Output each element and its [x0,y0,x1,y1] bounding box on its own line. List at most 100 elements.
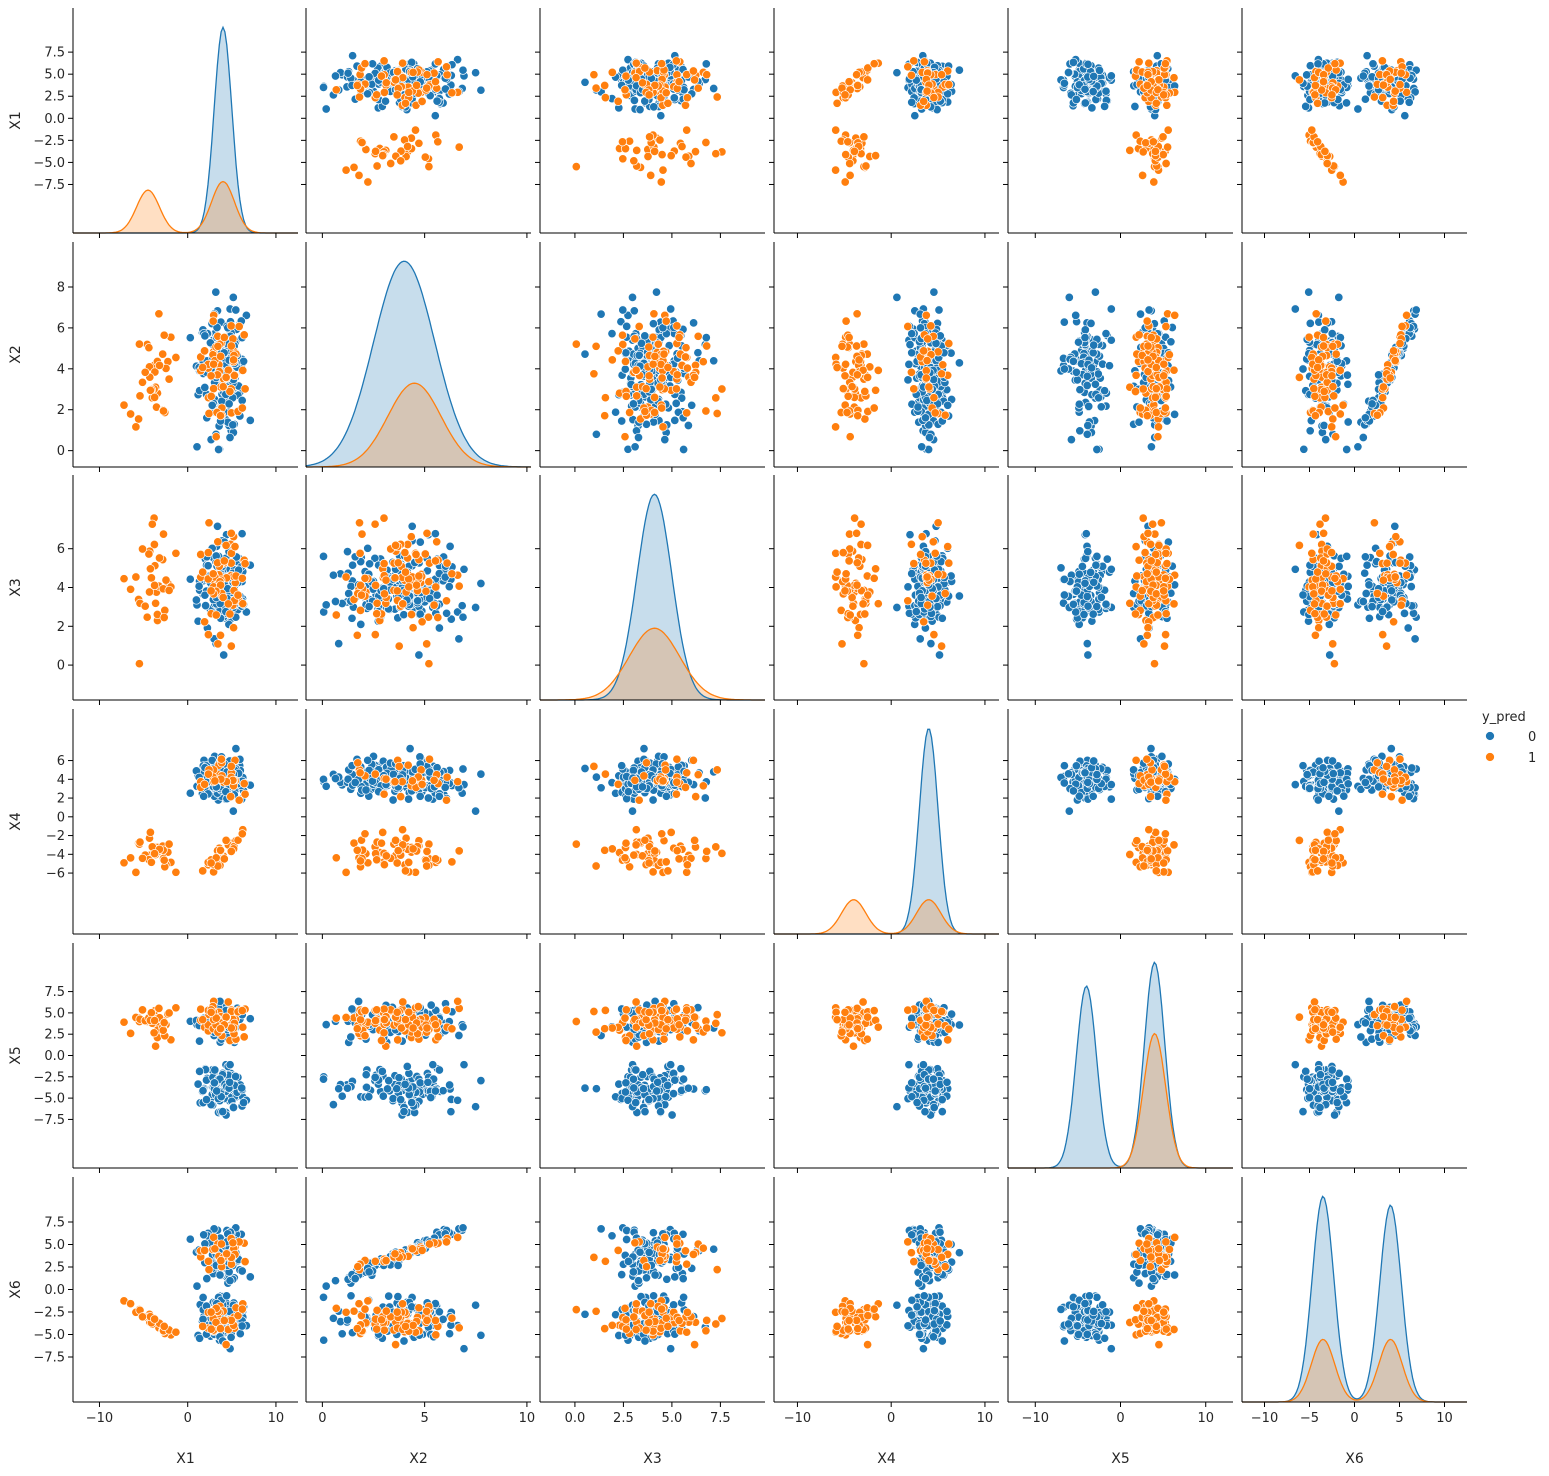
point-hue-1 [590,370,598,378]
point-hue-1 [231,542,239,550]
point-hue-1 [448,570,456,578]
point-hue-1 [1320,387,1328,395]
point-hue-1 [227,322,235,330]
point-hue-1 [1389,550,1397,558]
point-hue-0 [1153,52,1161,60]
point-hue-1 [1311,392,1319,400]
point-hue-1 [645,91,653,99]
point-hue-1 [1143,317,1151,325]
point-hue-1 [165,586,173,594]
point-hue-1 [934,570,942,578]
point-hue-1 [852,529,860,537]
panel-X3-vs-X6 [1237,475,1467,705]
point-hue-1 [683,364,691,372]
point-hue-0 [944,401,952,409]
point-hue-0 [416,538,424,546]
point-hue-1 [855,624,863,632]
point-hue-0 [433,97,441,105]
point-hue-1 [1143,570,1151,578]
point-hue-1 [1392,533,1400,541]
point-hue-0 [918,443,926,451]
y-tick-label: −7.5 [33,178,65,193]
point-hue-0 [1102,329,1110,337]
point-hue-0 [904,583,912,591]
point-hue-1 [683,409,691,417]
point-hue-0 [1368,602,1376,610]
point-hue-1 [923,87,931,95]
point-hue-0 [1069,58,1077,66]
point-hue-0 [322,105,330,113]
point-hue-0 [921,414,929,422]
point-hue-0 [1057,564,1065,572]
point-hue-1 [689,67,697,75]
y-tick-label: 0 [57,444,65,459]
point-hue-1 [1139,385,1147,393]
point-hue-0 [471,69,479,77]
point-hue-1 [854,81,862,89]
point-hue-1 [239,366,247,374]
point-hue-1 [673,322,681,330]
point-hue-1 [924,335,932,343]
point-hue-1 [421,153,429,161]
point-hue-0 [1091,288,1099,296]
point-hue-1 [870,574,878,582]
point-hue-1 [683,126,691,134]
point-hue-0 [433,591,441,599]
point-hue-1 [833,363,841,371]
point-hue-1 [832,549,840,557]
point-hue-1 [159,530,167,538]
point-hue-0 [1343,445,1351,453]
point-hue-1 [839,548,847,556]
point-hue-1 [120,401,128,409]
point-hue-1 [1135,331,1143,339]
point-hue-1 [425,660,433,668]
point-hue-0 [893,603,901,611]
point-hue-1 [1386,75,1394,83]
point-hue-1 [165,375,173,383]
point-hue-0 [1084,547,1092,555]
point-hue-1 [651,352,659,360]
point-hue-1 [619,155,627,163]
point-hue-1 [1152,384,1160,392]
point-hue-0 [925,433,933,441]
point-hue-1 [857,520,865,528]
point-hue-1 [832,126,840,134]
point-hue-1 [1144,356,1152,364]
point-hue-1 [241,559,249,567]
point-hue-0 [930,288,938,296]
point-hue-1 [1133,572,1141,580]
point-hue-0 [348,614,356,622]
point-hue-0 [1344,582,1352,590]
point-hue-1 [931,549,939,557]
point-hue-1 [945,559,953,567]
point-hue-1 [147,574,155,582]
point-hue-1 [342,573,350,581]
point-hue-1 [843,408,851,416]
point-hue-1 [371,520,379,528]
point-hue-0 [1097,403,1105,411]
point-hue-1 [632,366,640,374]
point-hue-0 [186,334,194,342]
point-hue-0 [1361,569,1369,577]
point-hue-1 [649,333,657,341]
point-hue-1 [1311,412,1319,420]
point-hue-1 [443,71,451,79]
point-hue-1 [923,356,931,364]
point-hue-1 [660,350,668,358]
point-hue-1 [937,71,945,79]
point-hue-1 [162,576,170,584]
point-hue-0 [657,112,665,120]
point-hue-1 [1319,557,1327,565]
point-hue-0 [1401,112,1409,120]
point-hue-1 [662,317,670,325]
point-hue-0 [1344,418,1352,426]
point-hue-1 [229,356,237,364]
point-hue-0 [1299,591,1307,599]
point-hue-1 [412,581,420,589]
point-hue-0 [232,306,240,314]
point-hue-1 [702,138,710,146]
point-hue-1 [1382,642,1390,650]
point-hue-1 [920,347,928,355]
point-hue-1 [1330,660,1338,668]
point-hue-0 [357,620,365,628]
